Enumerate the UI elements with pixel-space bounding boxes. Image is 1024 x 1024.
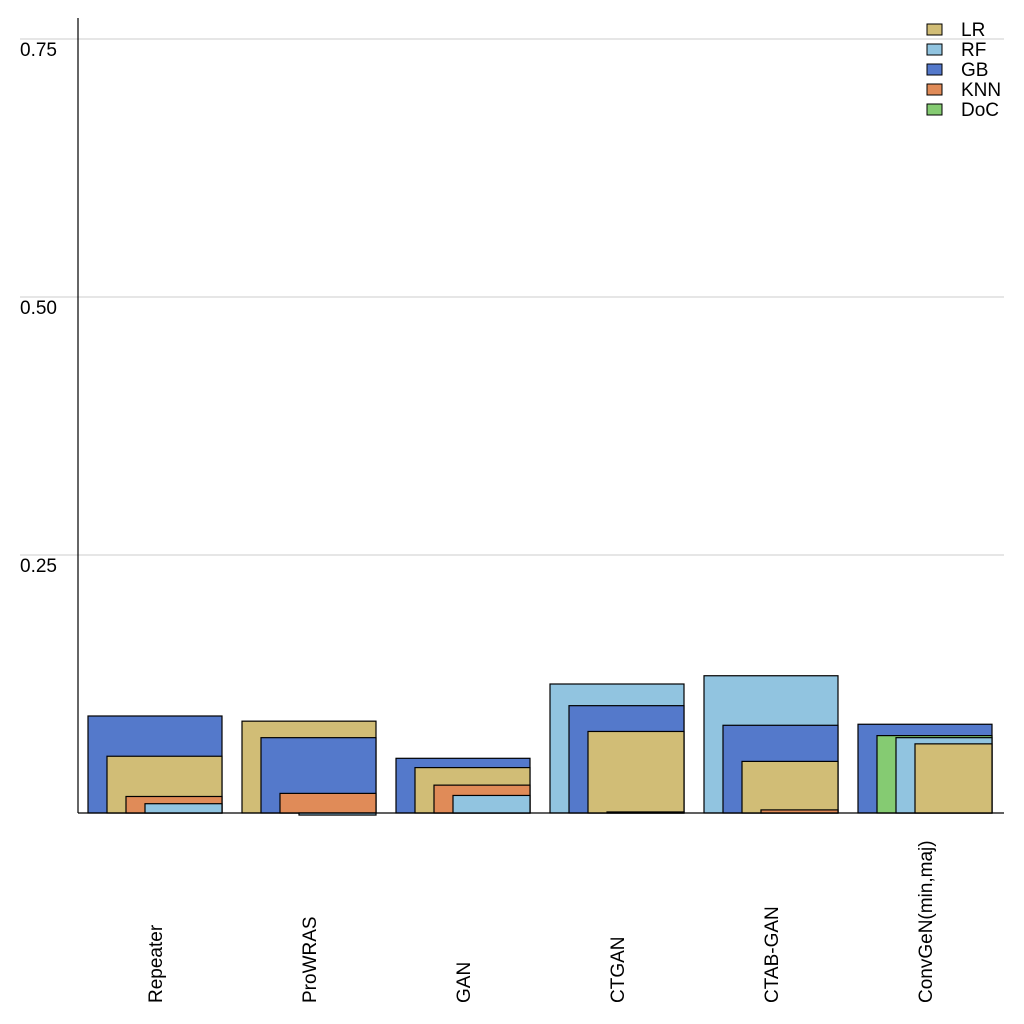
bar-group-gan: [395, 757, 531, 814]
bar-rf: [452, 794, 531, 814]
legend-label: KNN: [961, 80, 1001, 101]
x-tick-label: CTGAN: [608, 937, 629, 1004]
bar-knn: [279, 792, 377, 814]
legend-item-doc: DoC: [926, 100, 999, 121]
legend-label: DoC: [961, 100, 999, 121]
legend-swatch: [926, 83, 943, 96]
bar-group-repeater: [87, 715, 223, 814]
bar-group-ctab-gan: [703, 675, 839, 814]
bar-lr: [587, 730, 685, 814]
bar-group-prowras: [241, 720, 377, 816]
bar-group-ctgan: [549, 683, 685, 814]
x-tick-labels: Repeater ProWRAS GAN CTGAN CTAB-GAN ConvGeN(m…: [146, 840, 937, 1003]
legend-item-rf: RF: [926, 40, 986, 61]
y-tick-label: 0.75: [20, 40, 57, 61]
bars: [87, 675, 993, 816]
legend-swatch: [926, 43, 943, 56]
bar-lr: [914, 743, 993, 814]
bar-rf: [144, 803, 223, 814]
legend-item-gb: GB: [926, 60, 988, 81]
bar-group-convgen-min-maj-: [857, 723, 993, 814]
legend-item-lr: LR: [926, 20, 985, 41]
legend-label: RF: [961, 40, 986, 61]
x-tick-label: Repeater: [146, 924, 167, 1003]
y-tick-label: 0.25: [20, 556, 57, 577]
legend-item-knn: KNN: [926, 80, 1001, 101]
x-tick-label: ProWRAS: [300, 916, 321, 1003]
bar-lr: [741, 760, 839, 814]
y-tick-label: 0.50: [20, 298, 57, 319]
legend-swatch: [926, 23, 943, 36]
legend-label: GB: [961, 60, 988, 81]
gridlines: [20, 38, 1004, 556]
legend-label: LR: [961, 20, 985, 41]
x-tick-label: ConvGeN(min,maj): [916, 840, 937, 1003]
legend-swatch: [926, 63, 943, 76]
y-tick-labels: 0.25 0.50 0.75: [20, 40, 57, 577]
legend-swatch: [926, 103, 943, 116]
x-tick-label: GAN: [454, 962, 475, 1003]
x-tick-label: CTAB-GAN: [762, 906, 783, 1003]
